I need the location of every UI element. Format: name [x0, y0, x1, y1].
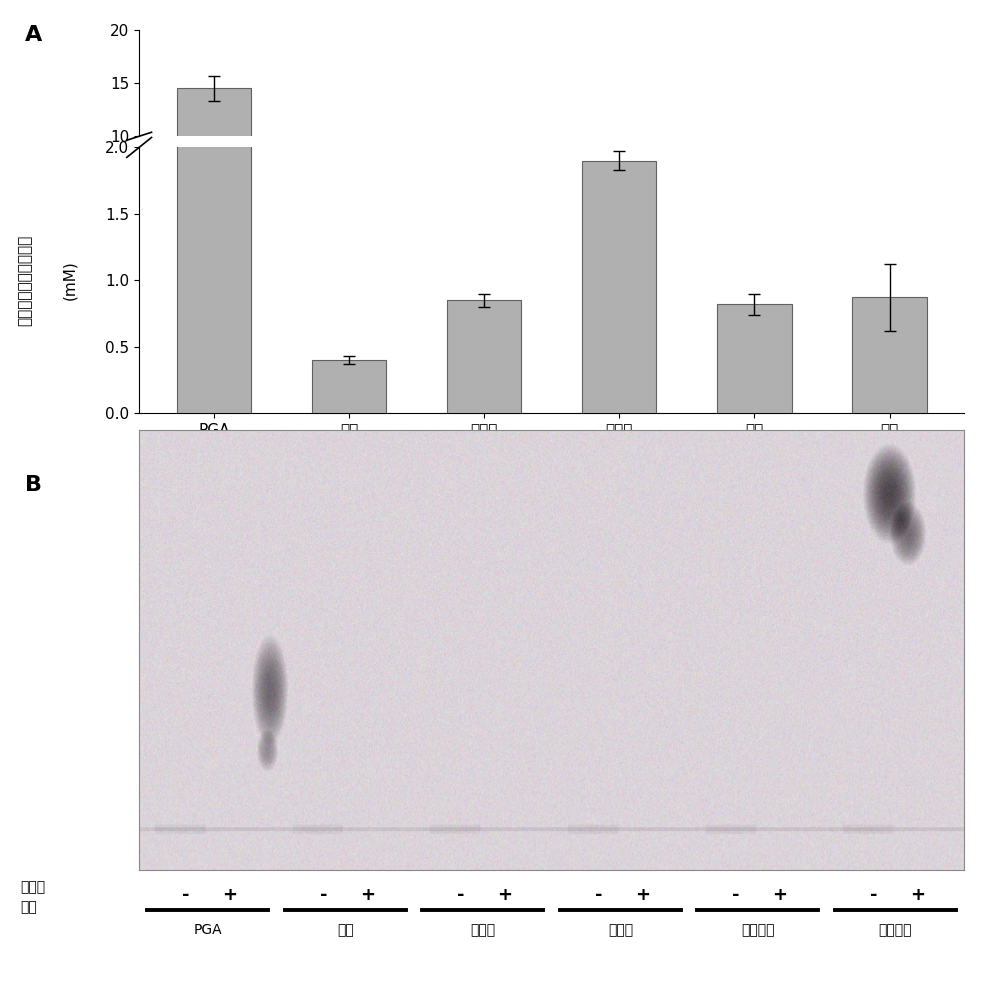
Text: -: - — [870, 886, 878, 904]
Bar — [447, 300, 521, 413]
Text: +: + — [635, 886, 650, 904]
Bar — [852, 297, 926, 413]
Text: B: B — [25, 475, 42, 495]
Text: +: + — [497, 886, 512, 904]
Text: -: - — [457, 886, 465, 904]
Text: PGA: PGA — [194, 923, 223, 937]
Text: A: A — [25, 25, 42, 45]
Text: -: - — [182, 886, 190, 904]
Bar — [177, 0, 251, 413]
Bar — [718, 304, 791, 413]
Bar — [447, 233, 521, 243]
Bar — [177, 88, 251, 243]
Bar — [852, 233, 926, 243]
Text: 水稻秸秆: 水稻秸秆 — [879, 923, 912, 937]
Text: +: + — [910, 886, 924, 904]
Text: 麻纤维: 麻纤维 — [470, 923, 495, 937]
Text: -: - — [594, 886, 602, 904]
Bar — [582, 222, 656, 243]
Text: -: - — [320, 886, 327, 904]
Bar — [718, 234, 791, 243]
Bar — [582, 161, 656, 413]
Text: 果胶: 果胶 — [337, 923, 354, 937]
Bar — [312, 238, 386, 243]
Text: +: + — [772, 886, 787, 904]
Text: 半乳糖: 半乳糖 — [20, 880, 45, 894]
Bar — [312, 360, 386, 413]
Text: 玉米秸秆: 玉米秸秆 — [742, 923, 774, 937]
Text: 醇酸: 醇酸 — [20, 900, 37, 914]
Text: +: + — [223, 886, 238, 904]
Text: 不饱和局聚半乳糖醇酸: 不饱和局聚半乳糖醇酸 — [17, 234, 33, 326]
Text: 苹果渣: 苹果渣 — [608, 923, 633, 937]
Text: -: - — [733, 886, 740, 904]
Text: +: + — [360, 886, 375, 904]
Text: (mM): (mM) — [62, 260, 78, 300]
